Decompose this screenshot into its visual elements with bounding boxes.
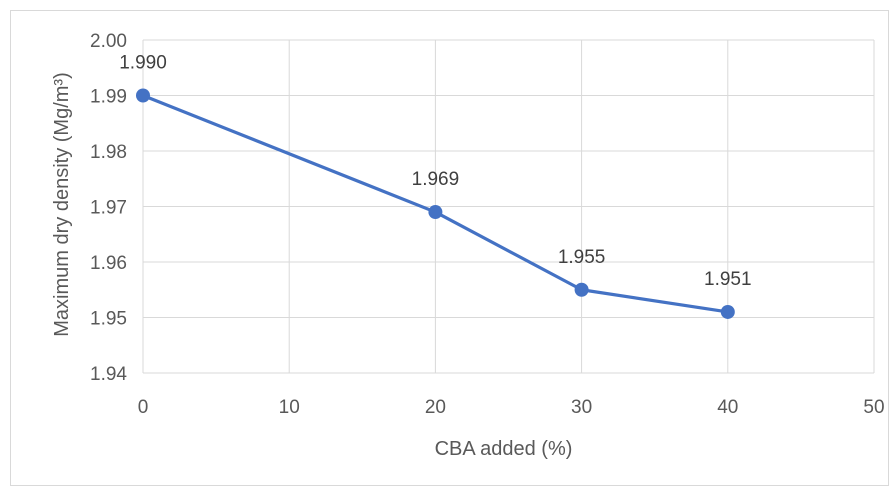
y-tick-label: 1.97 [90, 198, 127, 219]
data-label: 1.990 [119, 53, 167, 74]
data-labels: 1.990 1.969 1.955 1.951 [119, 53, 751, 290]
y-axis-title: Maximum dry density (Mg/m³) [51, 72, 73, 336]
data-point [720, 304, 735, 319]
chart-frame [10, 10, 889, 486]
x-tick-label: 20 [425, 397, 446, 418]
series-line [142, 94, 729, 314]
y-tick-label: 1.96 [90, 253, 127, 274]
data-label: 1.955 [558, 247, 606, 268]
y-tick-label: 1.99 [90, 87, 127, 108]
x-tick-label: 40 [717, 397, 738, 418]
data-series [136, 88, 735, 319]
y-tick-label: 1.98 [90, 142, 127, 163]
x-tick-label: 0 [138, 397, 149, 418]
x-axis-title: CBA added (%) [435, 438, 573, 460]
y-tick-label: 1.95 [90, 309, 127, 330]
data-point [136, 88, 150, 103]
y-tick-label: 1.94 [90, 364, 127, 385]
y-tick-label: 2.00 [90, 31, 127, 52]
x-tick-label: 30 [571, 397, 592, 418]
gridlines [142, 39, 875, 374]
x-tick-labels: 0 10 20 30 40 50 [138, 397, 885, 418]
data-point [574, 282, 589, 297]
data-point [428, 205, 443, 220]
x-tick-label: 50 [863, 397, 884, 418]
data-label: 1.969 [412, 169, 460, 190]
data-label: 1.951 [704, 269, 752, 290]
x-tick-label: 10 [279, 397, 300, 418]
y-tick-labels: 1.94 1.95 1.96 1.97 1.98 1.99 2.00 [90, 31, 127, 385]
